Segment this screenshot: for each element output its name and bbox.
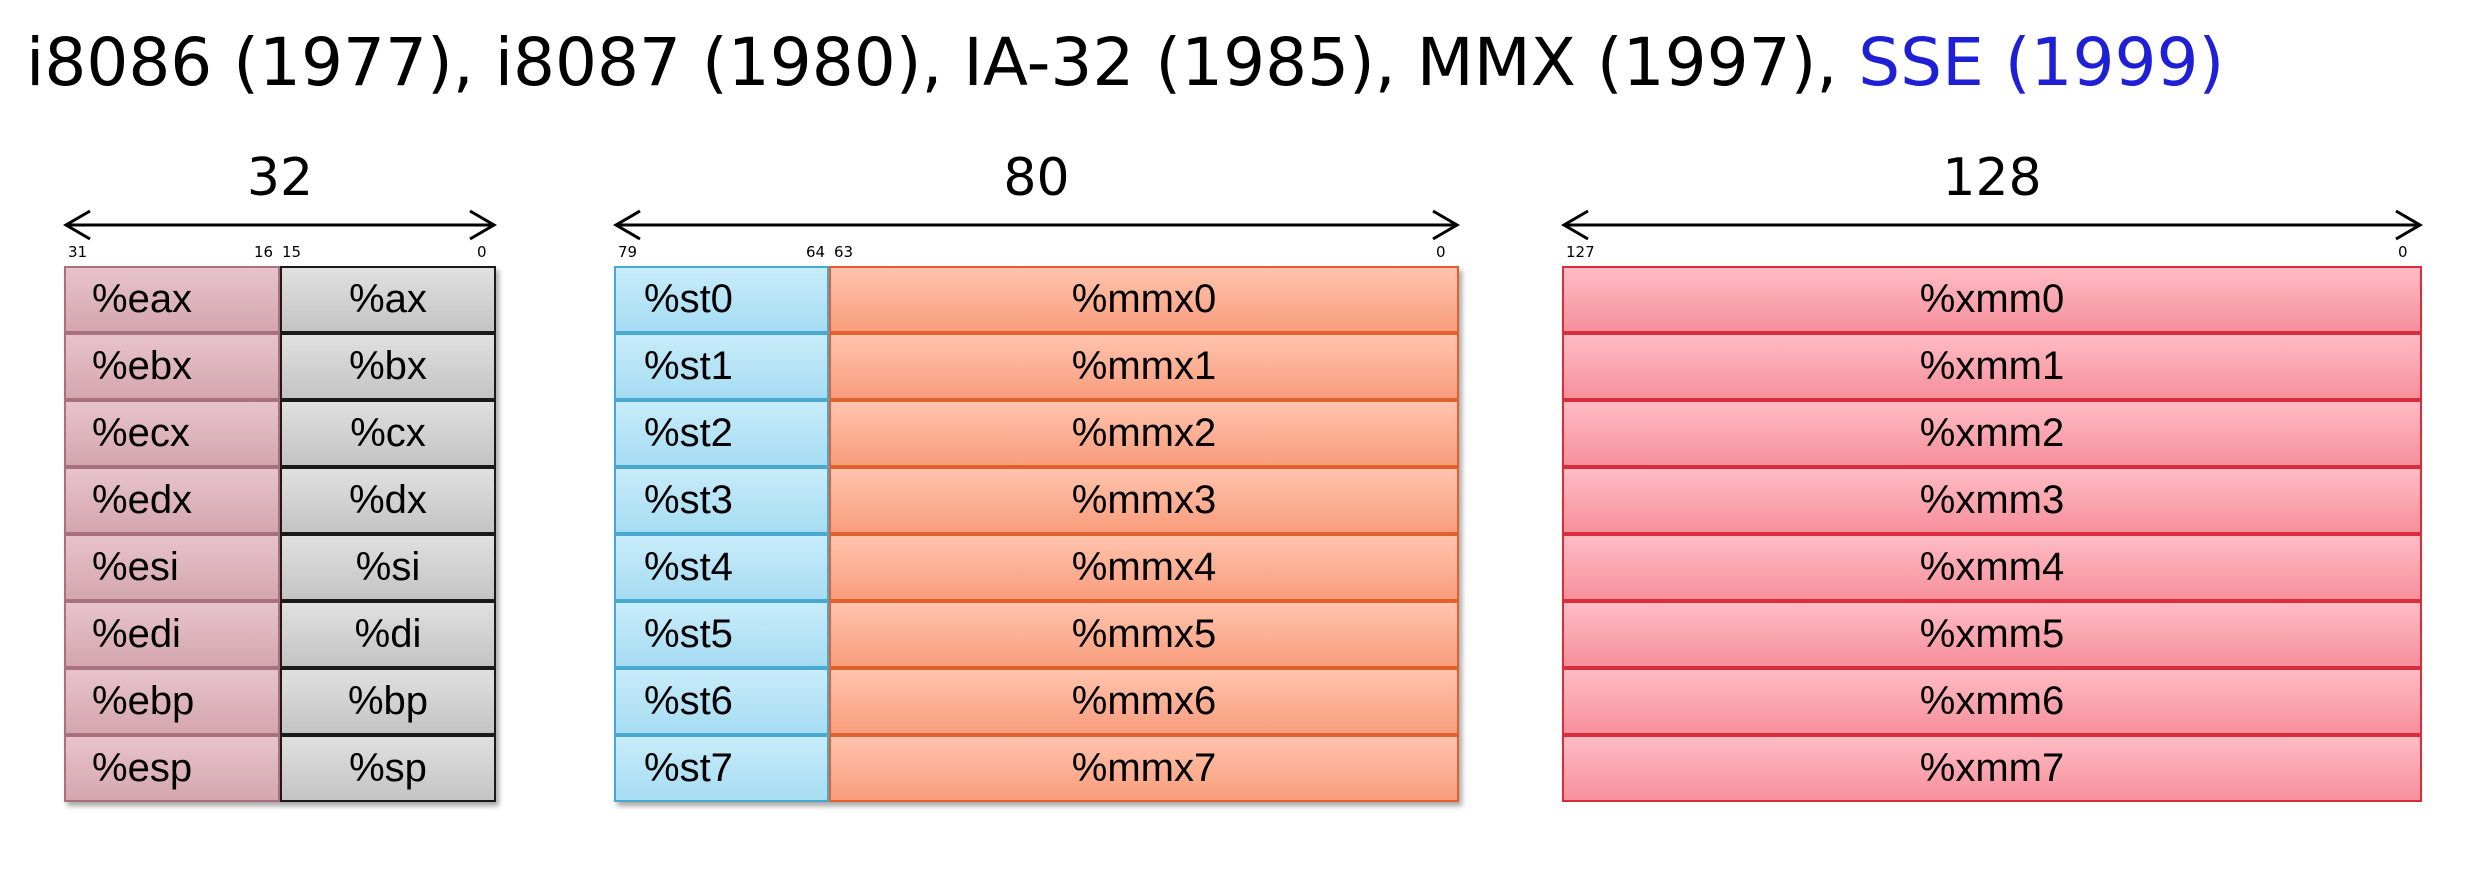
sse-register-row: %xmm3 <box>1562 467 2422 534</box>
fpu-register-row: %st2 %mmx2 <box>614 400 1459 467</box>
register-edx: %edx <box>64 467 280 534</box>
gp-register-row: %edx %dx <box>64 467 496 534</box>
register-ebp: %ebp <box>64 668 280 735</box>
register-mmx2: %mmx2 <box>829 400 1459 467</box>
register-mmx3: %mmx3 <box>829 467 1459 534</box>
register-st0: %st0 <box>614 266 829 333</box>
sse-register-row: %xmm4 <box>1562 534 2422 601</box>
register-xmm4: %xmm4 <box>1562 534 2422 601</box>
gp-register-row: %edi %di <box>64 601 496 668</box>
fpu-register-row: %st6 %mmx6 <box>614 668 1459 735</box>
page-title: i8086 (1977), i8087 (1980), IA-32 (1985)… <box>26 18 2224 108</box>
sse-bit-0: 0 <box>2398 243 2408 261</box>
register-xmm7: %xmm7 <box>1562 735 2422 802</box>
register-esi: %esi <box>64 534 280 601</box>
title-highlight-sse: SSE (1999) <box>1858 24 2225 101</box>
register-xmm6: %xmm6 <box>1562 668 2422 735</box>
fpu-register-stack: %st0 %mmx0 %st1 %mmx1 %st2 %mmx2 %st3 %mmx3 %st4… <box>614 266 1459 802</box>
sse-bit-127: 127 <box>1566 243 1595 261</box>
fpu-bit-63: 63 <box>834 243 854 261</box>
fpu-register-row: %st5 %mmx5 <box>614 601 1459 668</box>
register-st6: %st6 <box>614 668 829 735</box>
fpu-register-row: %st4 %mmx4 <box>614 534 1459 601</box>
gp-bit-0: 0 <box>477 243 487 261</box>
register-si: %si <box>280 534 496 601</box>
register-xmm1: %xmm1 <box>1562 333 2422 400</box>
sse-register-row: %xmm0 <box>1562 266 2422 333</box>
register-mmx0: %mmx0 <box>829 266 1459 333</box>
register-xmm3: %xmm3 <box>1562 467 2422 534</box>
register-cx: %cx <box>280 400 496 467</box>
register-bx: %bx <box>280 333 496 400</box>
fpu-width-label: 80 <box>1003 148 1070 208</box>
fpu-bit-79: 79 <box>618 243 638 261</box>
register-di: %di <box>280 601 496 668</box>
gp-register-stack: %eax %ax %ebx %bx %ecx %cx %edx %dx %esi %si %edi%… <box>64 266 496 802</box>
sse-width-label: 128 <box>1942 148 2042 208</box>
register-st4: %st4 <box>614 534 829 601</box>
sse-register-row: %xmm6 <box>1562 668 2422 735</box>
title-main: i8086 (1977), i8087 (1980), IA-32 (1985)… <box>26 24 1859 101</box>
register-ax: %ax <box>280 266 496 333</box>
sse-width-arrow <box>1561 209 2423 241</box>
register-mmx6: %mmx6 <box>829 668 1459 735</box>
register-edi: %edi <box>64 601 280 668</box>
fpu-bit-64: 64 <box>806 243 826 261</box>
sse-register-stack: %xmm0 %xmm1 %xmm2 %xmm3 %xmm4 %xmm5 %xmm6 %xmm7 <box>1562 266 2422 802</box>
register-st7: %st7 <box>614 735 829 802</box>
fpu-register-row: %st0 %mmx0 <box>614 266 1459 333</box>
gp-register-row: %ecx %cx <box>64 400 496 467</box>
sse-register-row: %xmm7 <box>1562 735 2422 802</box>
gp-width-label: 32 <box>246 148 314 208</box>
register-st3: %st3 <box>614 467 829 534</box>
sse-register-row: %xmm2 <box>1562 400 2422 467</box>
gp-register-row: %esp %sp <box>64 735 496 802</box>
gp-register-row: %ebx %bx <box>64 333 496 400</box>
fpu-width-arrow <box>613 209 1460 241</box>
register-ebx: %ebx <box>64 333 280 400</box>
gp-bit-15: 15 <box>282 243 302 261</box>
gp-bit-31: 31 <box>68 243 88 261</box>
register-mmx5: %mmx5 <box>829 601 1459 668</box>
register-bp: %bp <box>280 668 496 735</box>
fpu-bit-0: 0 <box>1436 243 1446 261</box>
gp-register-row: %eax %ax <box>64 266 496 333</box>
register-xmm0: %xmm0 <box>1562 266 2422 333</box>
register-mmx7: %mmx7 <box>829 735 1459 802</box>
register-ecx: %ecx <box>64 400 280 467</box>
fpu-register-row: %st1 %mmx1 <box>614 333 1459 400</box>
register-xmm2: %xmm2 <box>1562 400 2422 467</box>
gp-width-arrow <box>63 209 497 241</box>
register-st1: %st1 <box>614 333 829 400</box>
gp-register-row: %esi %si <box>64 534 496 601</box>
register-mmx4: %mmx4 <box>829 534 1459 601</box>
fpu-register-row: %st3 %mmx3 <box>614 467 1459 534</box>
register-dx: %dx <box>280 467 496 534</box>
register-esp: %esp <box>64 735 280 802</box>
gp-register-row: %ebp %bp <box>64 668 496 735</box>
fpu-register-row: %st7 %mmx7 <box>614 735 1459 802</box>
register-st5: %st5 <box>614 601 829 668</box>
gp-bit-16: 16 <box>254 243 274 261</box>
register-mmx1: %mmx1 <box>829 333 1459 400</box>
sse-register-row: %xmm1 <box>1562 333 2422 400</box>
register-sp: %sp <box>280 735 496 802</box>
register-eax: %eax <box>64 266 280 333</box>
register-st2: %st2 <box>614 400 829 467</box>
register-xmm5: %xmm5 <box>1562 601 2422 668</box>
sse-register-row: %xmm5 <box>1562 601 2422 668</box>
